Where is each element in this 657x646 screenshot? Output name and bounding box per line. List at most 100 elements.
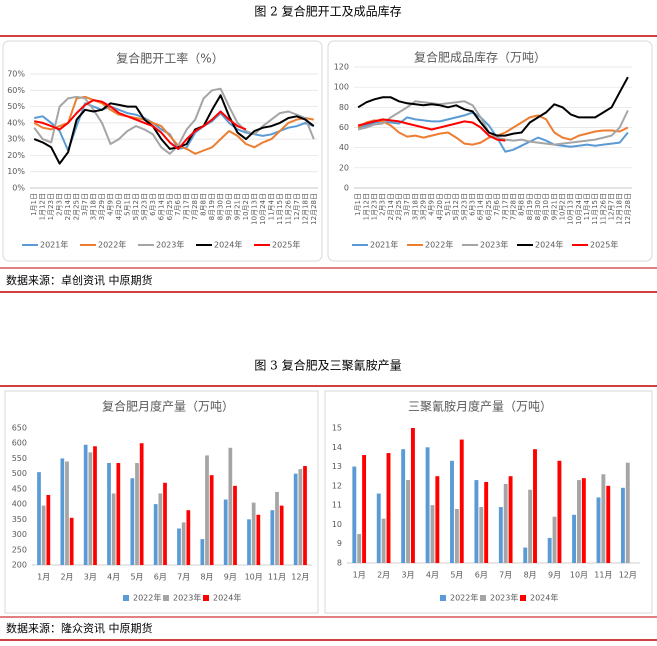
line — [357, 118, 506, 142]
x-tick-label: 2月14日 — [64, 193, 72, 220]
legend-label: 2023年 — [490, 593, 518, 603]
bar — [474, 480, 479, 563]
x-tick-label: 7月17日 — [183, 193, 191, 220]
x-tick-label: 9月21日 — [234, 193, 242, 220]
bar — [557, 460, 562, 563]
x-tick-label: 2月3日 — [379, 193, 387, 216]
bar — [298, 469, 303, 565]
y-tick-label: 12 — [332, 481, 342, 490]
x-tick-label: 9月 — [224, 573, 237, 582]
y-tick-label: 11 — [332, 501, 342, 510]
bar — [362, 455, 367, 563]
bar — [270, 510, 275, 565]
bar — [223, 499, 228, 565]
x-tick-label: 3月29日 — [98, 193, 106, 220]
x-tick-label: 2月 — [377, 571, 390, 580]
legend-swatch — [520, 595, 526, 601]
panel — [2, 40, 323, 262]
legend-swatch — [123, 595, 129, 601]
x-tick-label: 11月 — [268, 573, 286, 582]
bar — [596, 497, 601, 563]
bar — [37, 472, 41, 565]
x-tick-label: 6月25日 — [166, 193, 174, 220]
bar — [430, 505, 435, 563]
x-tick-label: 1月1日 — [354, 193, 362, 216]
bar — [577, 480, 581, 563]
bar — [625, 462, 630, 563]
x-tick-label: 2月 — [60, 573, 73, 582]
bar — [60, 458, 65, 565]
x-tick-label: 5月12日 — [452, 193, 460, 220]
source: 数据来源：卓创资讯 中原期货 — [6, 273, 153, 287]
x-tick-label: 6月3日 — [149, 193, 157, 216]
legend-label: 2024年 — [530, 593, 558, 603]
legend-label: 2022年 — [425, 240, 453, 250]
legend-label: 2024年 — [535, 240, 563, 250]
figure-caption: 图 2 复合肥开工及成品库存 — [254, 4, 401, 19]
line — [34, 99, 247, 150]
legend-label: 2024年 — [214, 240, 242, 250]
x-tick-label: 8月8日 — [518, 193, 526, 216]
bar — [508, 476, 513, 563]
legend-swatch — [440, 595, 446, 601]
chart-title: 三聚氰胺月度产量（万吨） — [408, 399, 552, 414]
figure-caption: 图 3 复合肥及三聚氰胺产量 — [254, 358, 401, 373]
x-tick-label: 3月7日 — [403, 193, 411, 216]
bar — [251, 502, 256, 565]
bar — [65, 461, 69, 565]
chart-title: 复合肥开工率（%） — [116, 51, 223, 66]
bar — [581, 478, 586, 563]
y-tick-label: 120 — [334, 63, 349, 72]
bar — [620, 487, 625, 563]
bar — [279, 505, 284, 565]
x-tick-label: 2月3日 — [56, 193, 64, 216]
bar — [88, 452, 93, 565]
bar — [533, 449, 537, 563]
x-tick-label: 10月13日 — [250, 193, 258, 225]
x-tick-label: 2月25日 — [73, 193, 81, 220]
x-tick-label: 10月 — [245, 573, 263, 582]
y-tick-label: 250 — [12, 545, 27, 554]
y-tick-label: 80 — [339, 103, 349, 112]
x-tick-label: 3月7日 — [81, 193, 89, 216]
legend-label: 2022年 — [133, 593, 161, 603]
x-tick-label: 10月24日 — [259, 193, 267, 225]
x-tick-label: 9月21日 — [550, 193, 558, 220]
x-tick-label: 6月3日 — [469, 193, 477, 216]
bar — [130, 478, 135, 565]
x-tick-label: 4月20日 — [436, 193, 444, 220]
bar — [381, 518, 386, 563]
bar — [293, 473, 298, 565]
bar — [158, 493, 163, 565]
x-tick-label: 10月2日 — [242, 193, 250, 220]
y-tick-label: 15 — [332, 424, 342, 433]
x-tick-label: 4月9日 — [428, 193, 436, 216]
x-tick-label: 7月17日 — [501, 193, 509, 220]
y-tick-label: 30% — [7, 135, 25, 144]
x-tick-label: 3月18日 — [90, 193, 98, 220]
bar — [435, 476, 440, 563]
x-tick-label: 12月7日 — [608, 193, 616, 220]
bar — [186, 510, 191, 565]
x-tick-label: 12月18日 — [301, 193, 309, 225]
bar — [69, 517, 74, 565]
y-tick-label: 500 — [12, 469, 27, 478]
x-tick-label: 1月1日 — [30, 193, 38, 216]
y-tick-label: 60 — [339, 123, 349, 132]
x-tick-label: 7月28日 — [191, 193, 199, 220]
y-tick-label: 20 — [339, 163, 349, 172]
bar — [479, 507, 484, 563]
bar — [83, 444, 88, 565]
legend-swatch — [163, 595, 169, 601]
line — [357, 76, 629, 137]
y-tick-label: 40 — [339, 143, 349, 152]
bar — [498, 507, 503, 563]
bar — [484, 482, 489, 563]
x-tick-label: 1月 — [353, 571, 366, 580]
x-tick-label: 4月20日 — [115, 193, 123, 220]
x-tick-label: 5月1日 — [444, 193, 452, 216]
x-tick-label: 6月 — [154, 573, 167, 582]
x-tick-label: 4月9日 — [106, 193, 114, 216]
x-tick-label: 5月23日 — [140, 193, 148, 220]
